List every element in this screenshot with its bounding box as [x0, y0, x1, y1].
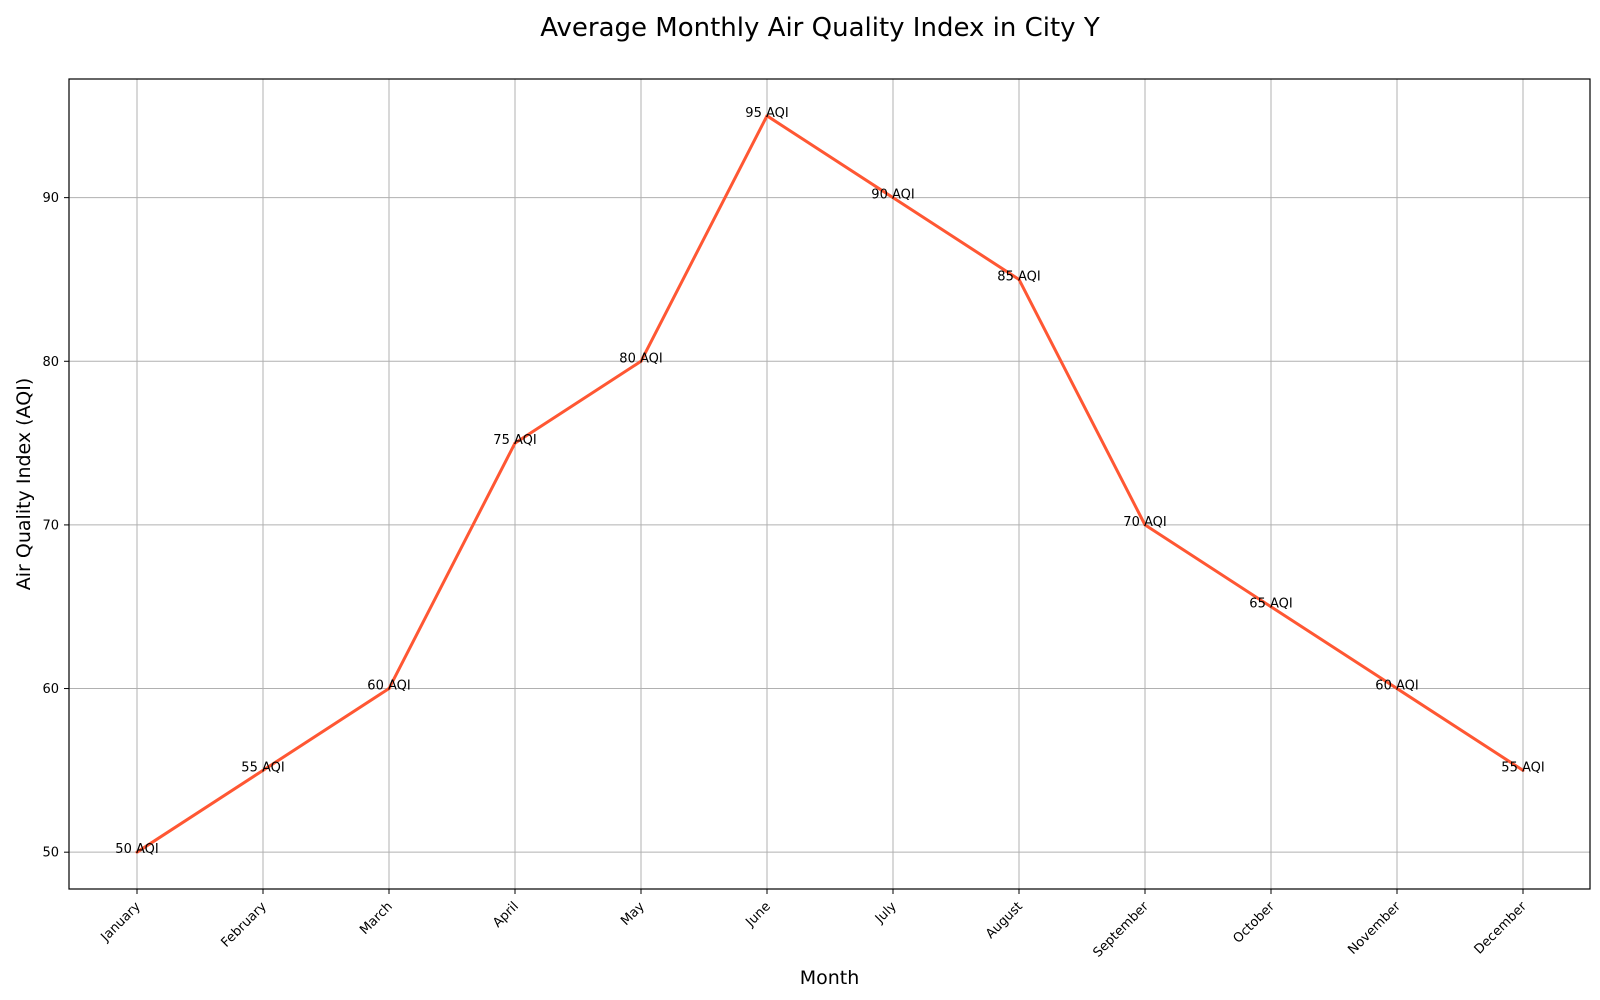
series-line [136, 114, 1524, 854]
data-label: 60 AQI [1375, 679, 1418, 694]
x-tick-label: February [218, 899, 270, 951]
data-point [1017, 277, 1021, 281]
x-tick-label: June [742, 899, 773, 930]
data-label: 90 AQI [871, 188, 914, 203]
y-tick-label: 60 [42, 682, 59, 697]
grid [69, 79, 1590, 889]
x-tick-label: April [490, 899, 522, 931]
data-label: 95 AQI [745, 106, 788, 121]
data-point [891, 196, 895, 200]
data-label: 50 AQI [115, 842, 158, 857]
data-label: 65 AQI [1249, 597, 1292, 612]
data-point [513, 441, 517, 445]
y-tick-label: 80 [42, 355, 59, 370]
plot-frame [68, 78, 1591, 890]
data-point [135, 850, 139, 854]
data-point [765, 114, 769, 118]
y-tick-label: 70 [42, 518, 59, 533]
data-point [1395, 687, 1399, 691]
data-point [261, 768, 265, 772]
data-point [1521, 768, 1525, 772]
y-axis-label: Air Quality Index (AQI) [13, 378, 35, 590]
x-tick-label: October [1230, 899, 1278, 947]
x-tick-label: May [618, 899, 648, 929]
x-tick-label: January [98, 899, 144, 945]
data-point [387, 687, 391, 691]
data-label: 80 AQI [619, 351, 662, 366]
data-point [1269, 605, 1273, 609]
axes: January February March April May June July Augu… [42, 191, 1530, 961]
data-label: 55 AQI [241, 760, 284, 775]
y-tick-label: 90 [42, 191, 59, 206]
data-label: 75 AQI [493, 433, 536, 448]
x-tick-label: November [1345, 899, 1404, 958]
x-tick-label: March [357, 899, 396, 938]
data-label: 60 AQI [367, 679, 410, 694]
chart-title: Average Monthly Air Quality Index in Cit… [540, 13, 1100, 43]
x-tick-label: July [872, 899, 900, 927]
data-label: 55 AQI [1501, 760, 1544, 775]
data-labels: 50 AQI 55 AQI 60 AQI 75 AQI 80 AQI 95 AQI 90 A… [115, 106, 1544, 857]
x-tick-label: September [1090, 899, 1152, 961]
data-label: 85 AQI [997, 269, 1040, 284]
data-point [639, 359, 643, 363]
y-tick-label: 50 [42, 846, 59, 861]
x-axis-label: Month [800, 967, 860, 989]
x-tick-label: December [1472, 899, 1531, 958]
x-tick-label: August [983, 899, 1026, 942]
data-point [1143, 523, 1147, 527]
data-label: 70 AQI [1123, 515, 1166, 530]
series-layer [135, 114, 1525, 854]
